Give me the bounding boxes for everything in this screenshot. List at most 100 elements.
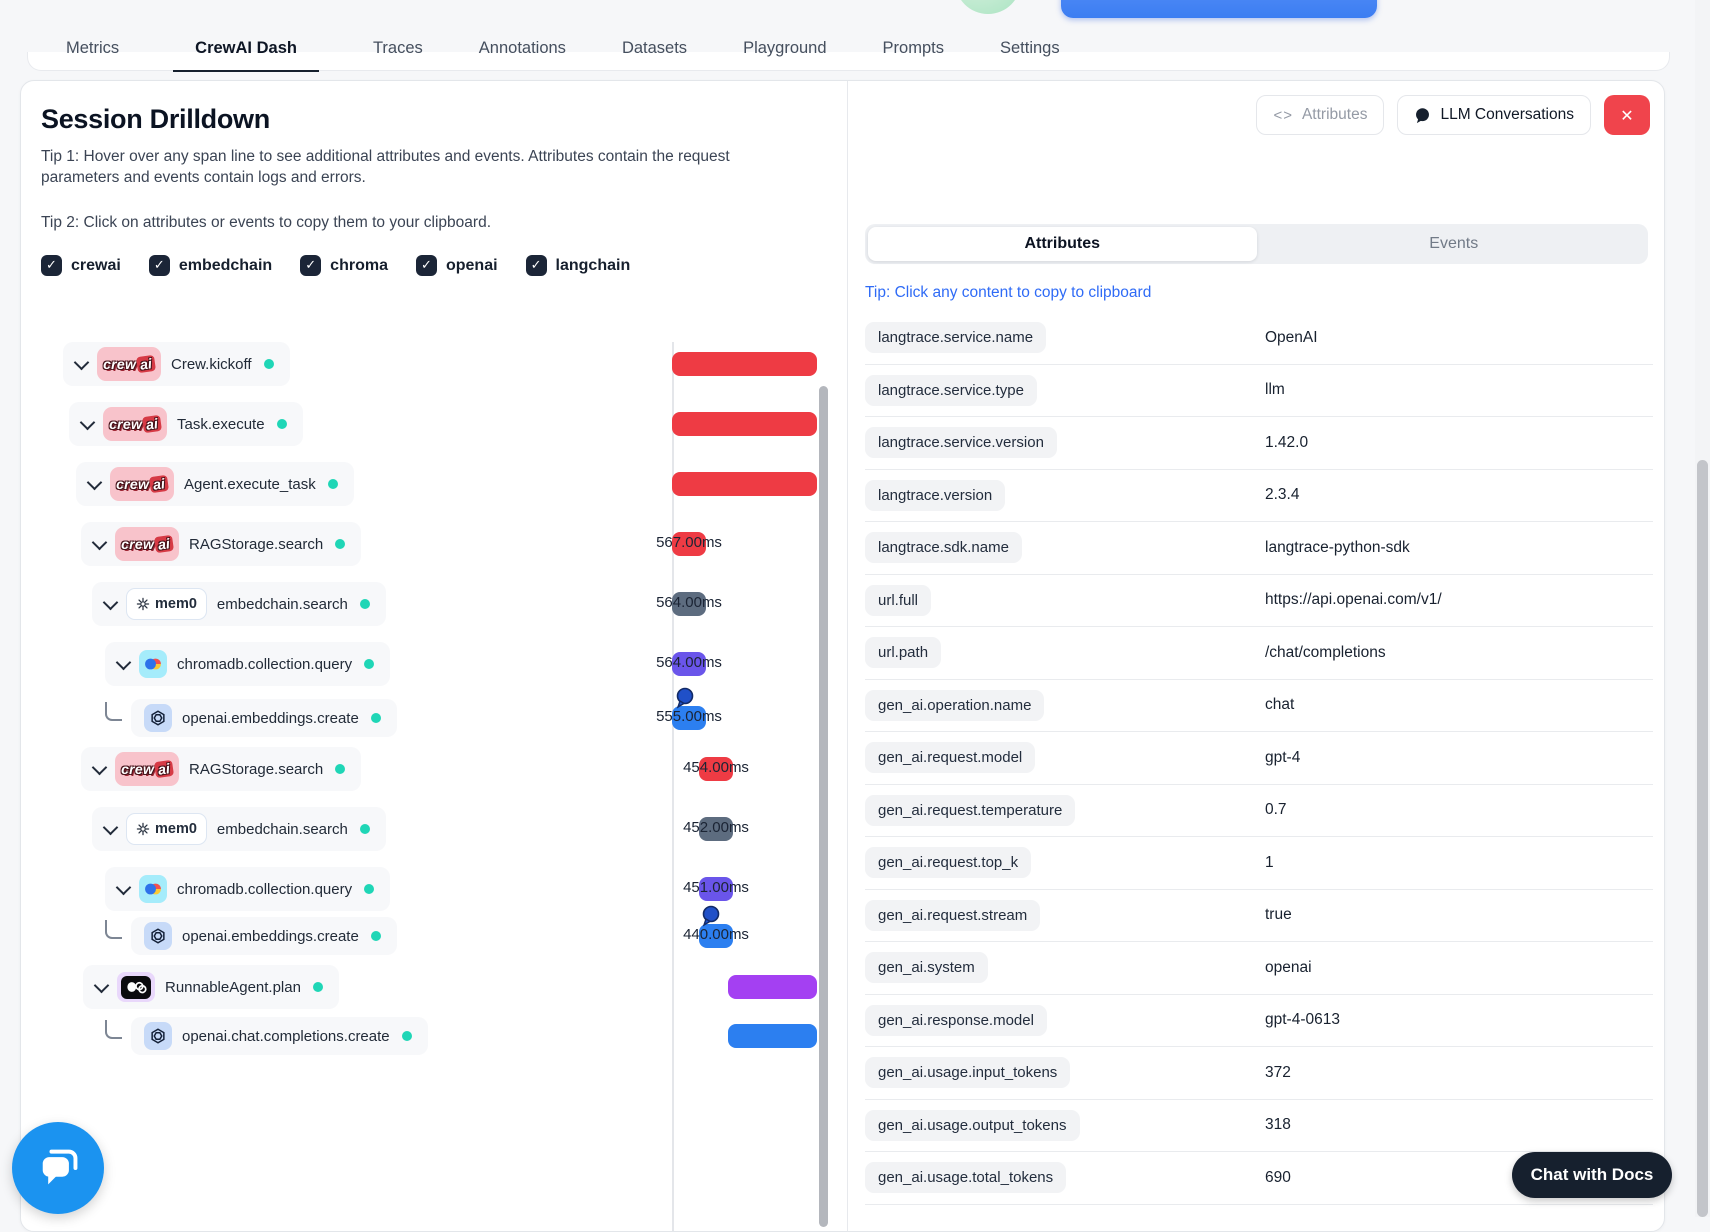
- span-pill[interactable]: crew ai RAGStorage.search: [81, 522, 362, 566]
- attribute-row: langtrace.service.type llm: [865, 365, 1653, 417]
- span-row-openai-chat-completions: openai.chat.completions.create: [21, 1017, 1664, 1055]
- chevron-down-icon[interactable]: [93, 977, 110, 993]
- checkbox-crewai[interactable]: ✓: [41, 255, 62, 276]
- tab-traces[interactable]: Traces: [372, 39, 423, 57]
- status-dot: [327, 479, 338, 489]
- chevron-down-icon[interactable]: [115, 654, 132, 670]
- chevron-down-icon[interactable]: [91, 534, 108, 550]
- tab-events[interactable]: Events: [1429, 235, 1479, 252]
- close-button[interactable]: ✕: [1604, 95, 1650, 135]
- duration-chip[interactable]: [699, 877, 733, 901]
- llm-conversations-button[interactable]: LLM Conversations: [1397, 95, 1591, 135]
- span-pill[interactable]: openai.embeddings.create: [131, 699, 397, 737]
- attribute-value[interactable]: llm: [1265, 381, 1285, 399]
- span-pill[interactable]: chromadb.collection.query: [105, 642, 391, 686]
- attribute-key[interactable]: gen_ai.request.model: [865, 742, 1036, 774]
- checkbox-embedchain[interactable]: ✓: [148, 255, 170, 276]
- duration-chip[interactable]: [699, 817, 733, 841]
- attribute-value[interactable]: 0.7: [1265, 801, 1287, 819]
- chevron-down-icon[interactable]: [79, 414, 96, 430]
- attribute-value[interactable]: https://api.openai.com/v1/: [1265, 591, 1442, 609]
- attribute-value[interactable]: 1: [1265, 853, 1274, 871]
- chevron-down-icon[interactable]: [91, 759, 108, 775]
- tab-annotations[interactable]: Annotations: [478, 39, 566, 57]
- duration-chip[interactable]: [672, 706, 706, 730]
- span-pill[interactable]: crew ai RAGStorage.search: [81, 747, 362, 791]
- attribute-value[interactable]: gpt-4: [1265, 748, 1301, 766]
- status-dot: [364, 659, 375, 669]
- chat-with-docs-button[interactable]: Chat with Docs: [1512, 1152, 1672, 1198]
- span-pill[interactable]: openai.chat.completions.create: [131, 1017, 428, 1055]
- chevron-down-icon[interactable]: [102, 819, 119, 835]
- attribute-key[interactable]: langtrace.version: [865, 479, 1006, 511]
- attributes-button[interactable]: <> Attributes: [1256, 95, 1385, 135]
- attribute-value[interactable]: chat: [1265, 696, 1295, 714]
- chat-widget-button[interactable]: [12, 1122, 104, 1214]
- attribute-value[interactable]: 372: [1265, 1063, 1291, 1081]
- chevron-down-icon[interactable]: [102, 594, 119, 610]
- attribute-key[interactable]: langtrace.service.version: [865, 427, 1057, 459]
- span-pill[interactable]: mem0 embedchain.search: [92, 807, 386, 851]
- chevron-down-icon[interactable]: [115, 879, 132, 895]
- attribute-key[interactable]: langtrace.service.name: [865, 322, 1047, 354]
- duration-chip[interactable]: [672, 592, 706, 616]
- span-pill[interactable]: crew ai Agent.execute_task: [76, 462, 354, 506]
- attribute-key[interactable]: langtrace.sdk.name: [865, 532, 1022, 564]
- attribute-value[interactable]: openai: [1265, 958, 1312, 976]
- checkbox-openai[interactable]: ✓: [415, 255, 437, 276]
- attribute-value[interactable]: true: [1265, 906, 1292, 924]
- duration-chip[interactable]: [699, 757, 733, 781]
- attribute-key[interactable]: gen_ai.request.temperature: [865, 794, 1076, 826]
- span-pill[interactable]: crew ai Task.execute: [69, 402, 303, 446]
- chevron-down-icon[interactable]: [86, 474, 103, 490]
- tree-scrollbar[interactable]: [819, 386, 828, 1227]
- tab-settings[interactable]: Settings: [999, 39, 1060, 57]
- span-pill[interactable]: openai.embeddings.create: [131, 917, 397, 955]
- tree-connector-icon: [105, 702, 122, 721]
- duration-bar[interactable]: [672, 352, 817, 376]
- attribute-key[interactable]: gen_ai.usage.total_tokens: [865, 1162, 1067, 1194]
- attribute-key[interactable]: gen_ai.operation.name: [865, 689, 1045, 721]
- attribute-key[interactable]: url.path: [865, 637, 942, 669]
- span-pill[interactable]: crew ai Crew.kickoff: [63, 342, 290, 386]
- chevron-down-icon[interactable]: [73, 354, 90, 370]
- duration-chip[interactable]: [672, 652, 706, 676]
- span-pill[interactable]: RunnableAgent.plan: [83, 965, 339, 1009]
- attribute-key[interactable]: gen_ai.response.model: [865, 1004, 1047, 1036]
- checkbox-langchain[interactable]: ✓: [525, 255, 547, 276]
- attribute-value[interactable]: gpt-4-0613: [1265, 1011, 1340, 1029]
- attribute-value[interactable]: 690: [1265, 1168, 1291, 1186]
- tab-crewai-dash[interactable]: CrewAI Dash: [173, 39, 319, 72]
- attribute-value[interactable]: 1.42.0: [1265, 433, 1309, 451]
- attribute-value[interactable]: OpenAI: [1265, 328, 1318, 346]
- tab-playground[interactable]: Playground: [743, 39, 827, 57]
- attribute-value[interactable]: 318: [1265, 1116, 1291, 1134]
- span-pill[interactable]: mem0 embedchain.search: [92, 582, 386, 626]
- checkbox-chroma[interactable]: ✓: [300, 255, 322, 276]
- duration-bar[interactable]: [728, 975, 817, 999]
- tab-datasets[interactable]: Datasets: [621, 39, 688, 57]
- span-pill[interactable]: chromadb.collection.query: [105, 867, 391, 911]
- attribute-key[interactable]: gen_ai.usage.input_tokens: [865, 1057, 1071, 1089]
- attribute-key[interactable]: langtrace.service.type: [865, 374, 1037, 406]
- duration-bar[interactable]: [728, 1024, 817, 1048]
- attribute-key[interactable]: gen_ai.request.stream: [865, 899, 1041, 931]
- attribute-value[interactable]: langtrace-python-sdk: [1265, 538, 1410, 556]
- duration-bar[interactable]: [672, 412, 817, 436]
- tab-prompts[interactable]: Prompts: [882, 39, 944, 57]
- avatar[interactable]: [955, 0, 1021, 14]
- attribute-value[interactable]: 2.3.4: [1265, 486, 1300, 504]
- credits-button[interactable]: Get more FREE credits for feedback »: [1061, 0, 1377, 18]
- attribute-key[interactable]: url.full: [865, 584, 932, 616]
- attribute-key[interactable]: gen_ai.system: [865, 952, 988, 984]
- mem0-logo: mem0: [126, 588, 207, 620]
- attribute-key[interactable]: gen_ai.request.top_k: [865, 847, 1032, 879]
- duration-chip[interactable]: [699, 924, 733, 948]
- tab-metrics[interactable]: Metrics: [66, 39, 120, 57]
- attribute-value[interactable]: /chat/completions: [1265, 643, 1386, 661]
- duration-chip[interactable]: [672, 532, 706, 556]
- duration-bar[interactable]: [672, 472, 817, 496]
- attribute-key[interactable]: gen_ai.usage.output_tokens: [865, 1109, 1080, 1141]
- page-scrollbar-thumb[interactable]: [1697, 460, 1708, 1217]
- tab-attributes[interactable]: Attributes: [868, 227, 1257, 261]
